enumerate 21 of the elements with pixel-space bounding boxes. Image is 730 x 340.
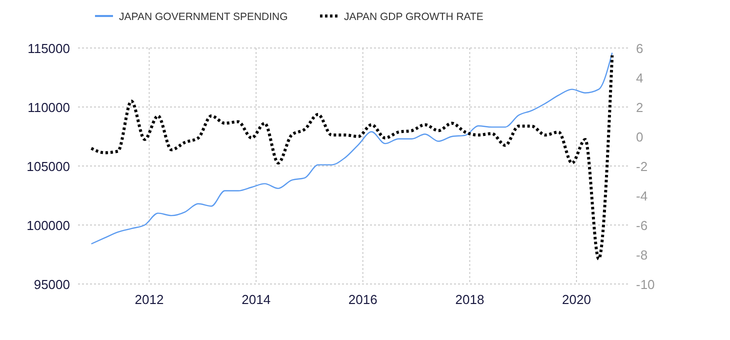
y-tick-label: 95000 (34, 277, 70, 292)
y2-tick-label: -2 (636, 159, 648, 174)
x-tick-label: 2020 (562, 292, 591, 307)
y2-tick-label: -8 (636, 248, 648, 262)
x-tick-label: 2014 (242, 292, 271, 307)
x-tick-label: 2012 (134, 292, 164, 307)
y-tick-label: 110000 (28, 100, 70, 115)
y2-tick-label: -10 (636, 277, 655, 292)
y2-tick-label: -4 (636, 188, 648, 204)
x-tick-label: 2018 (455, 292, 484, 307)
y-tick-label: 105000 (26, 159, 70, 174)
y2-tick-label: 4 (636, 70, 644, 86)
y2-tick-label: 6 (636, 41, 644, 56)
legend-label: JAPAN GOVERNMENT SPENDING (119, 11, 288, 23)
y2-tick-label: -6 (636, 218, 648, 233)
y2-tick-label: 2 (636, 100, 644, 115)
y-tick-label: 115000 (28, 41, 70, 56)
legend-label: JAPAN GDP GROWTH RATE (344, 11, 484, 23)
y2-tick-label: 0 (636, 130, 644, 144)
x-tick-label: 2016 (348, 292, 378, 307)
y-tick-label: 100000 (26, 218, 70, 233)
